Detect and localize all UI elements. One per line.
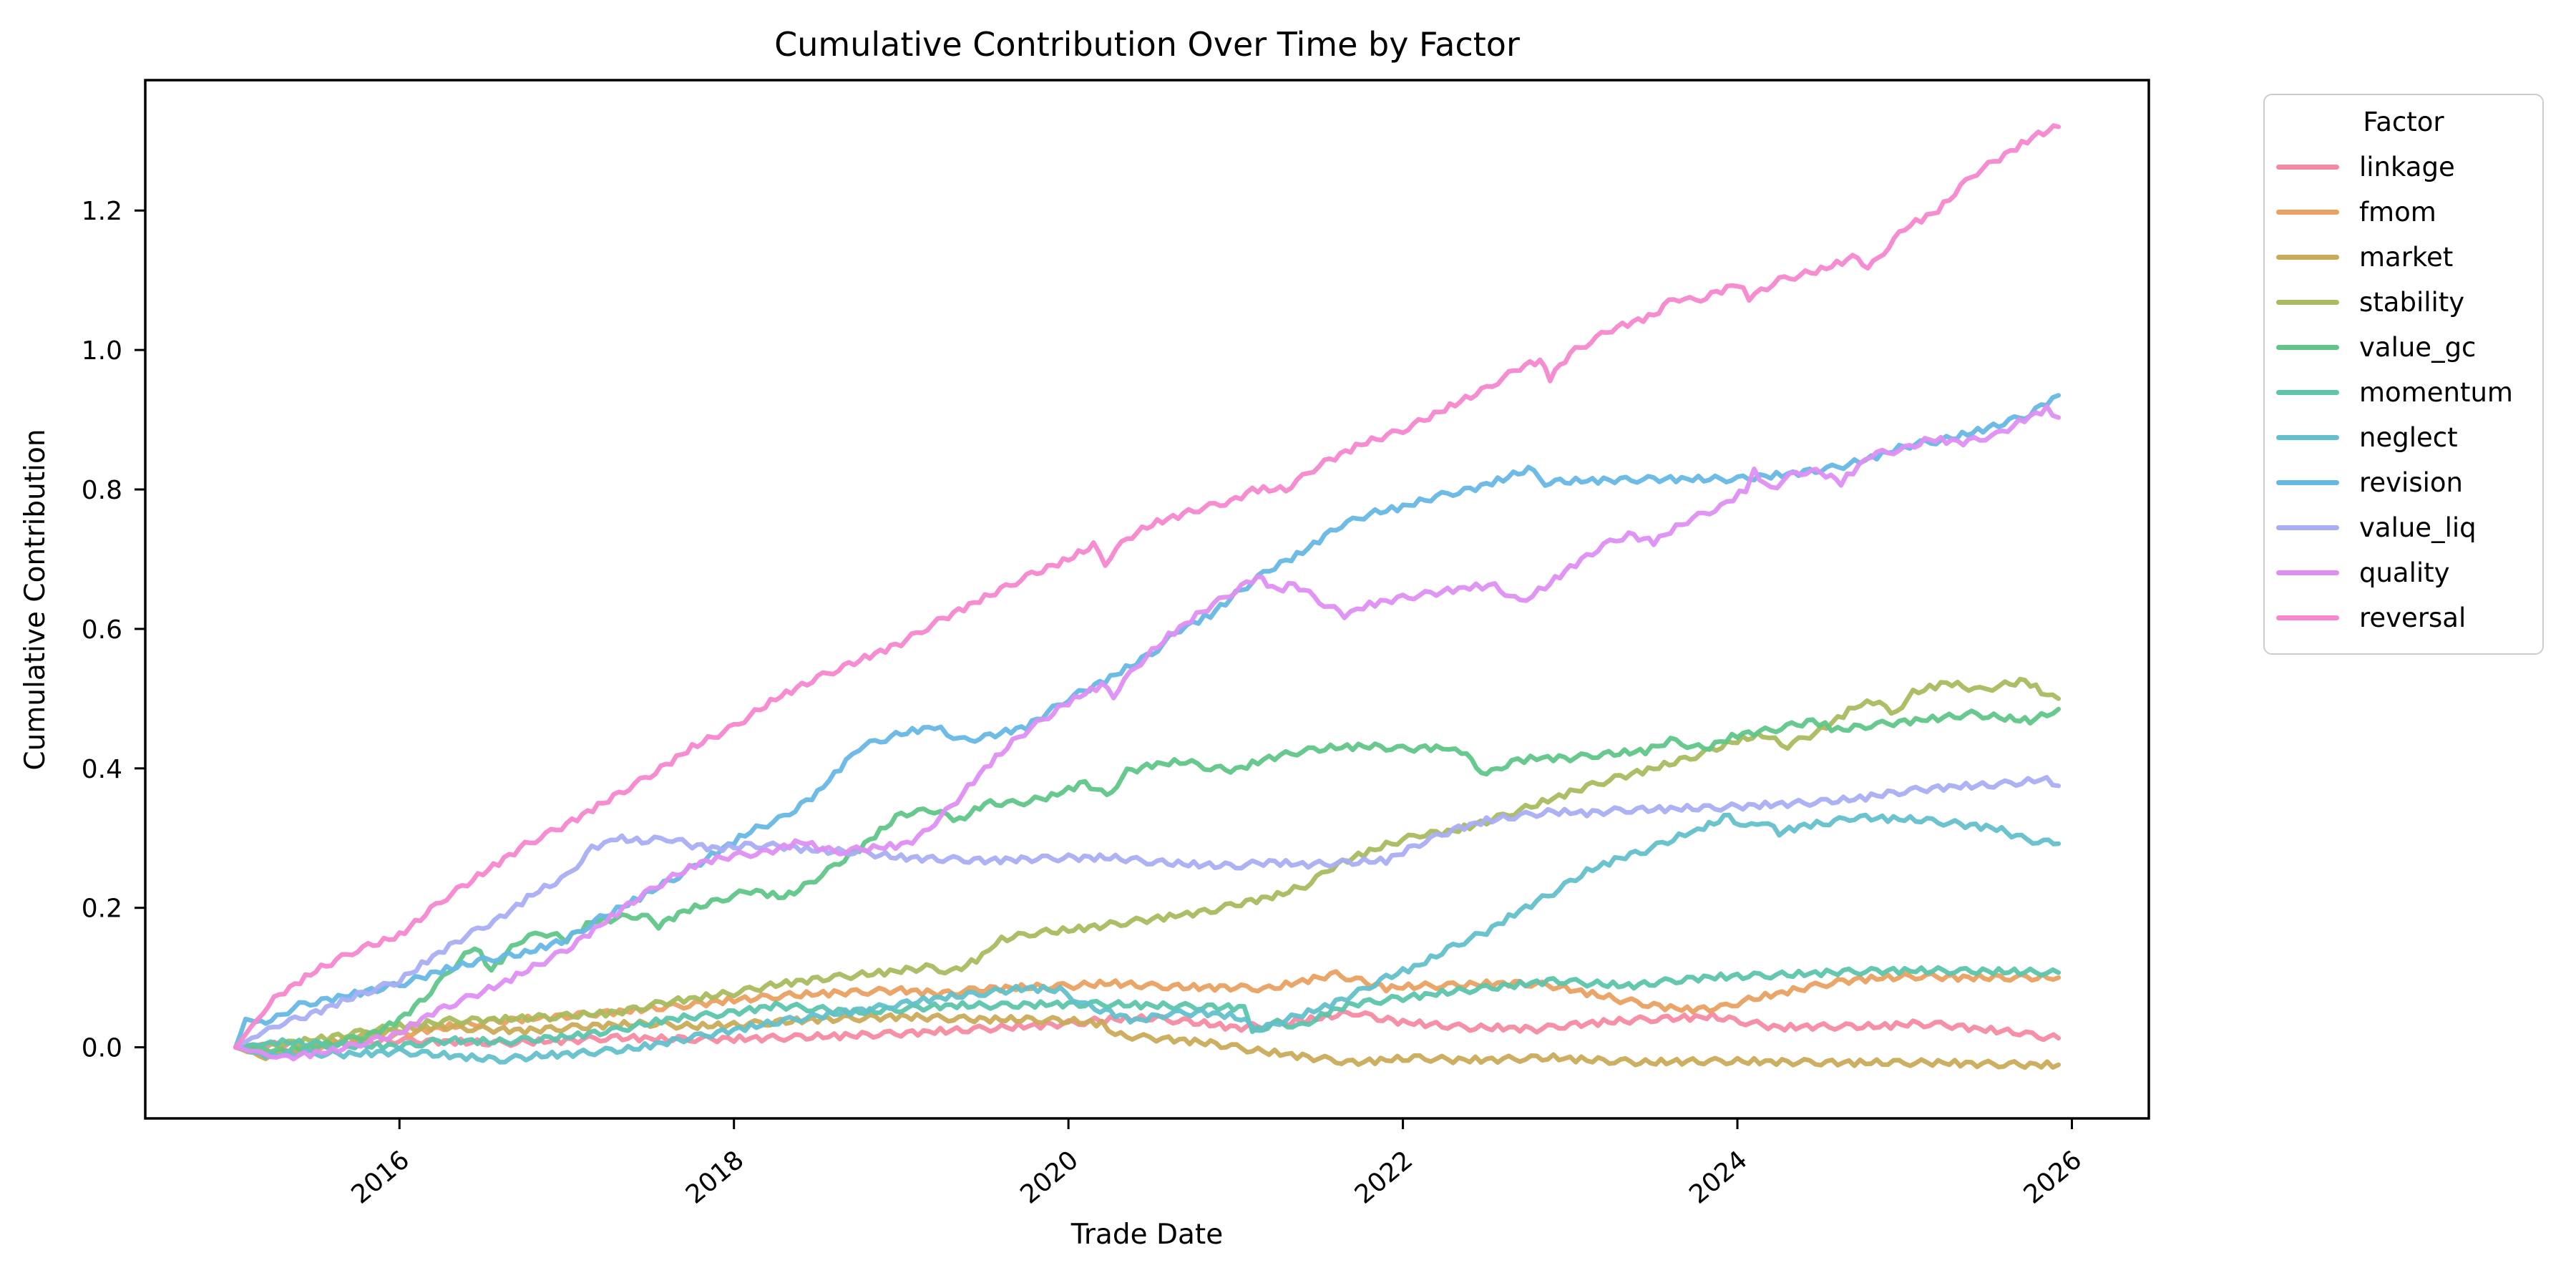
legend-item-fmom: fmom (2265, 190, 2542, 235)
series-line-revision (233, 393, 2062, 1050)
legend-label-stability: stability (2359, 287, 2465, 318)
series-line-value_liq (233, 775, 2062, 1050)
y-axis-ticks: 0.0 0.2 0.4 0.6 0.8 1.0 1.2 (82, 197, 145, 1063)
legend-swatch-stability-icon (2276, 300, 2339, 305)
legend-item-value_gc: value_gc (2265, 325, 2542, 370)
legend-label-reversal: reversal (2359, 602, 2467, 633)
legend-label-market: market (2359, 242, 2454, 273)
x-tick-label: 2022 (1350, 1145, 1419, 1209)
series-line-quality (233, 404, 2062, 1062)
legend-swatch-reversal-icon (2276, 615, 2339, 620)
legend-label-linkage: linkage (2359, 152, 2455, 182)
y-tick-label: 1.0 (82, 336, 122, 366)
series-line-reversal (233, 123, 2062, 1050)
y-tick-label: 0.6 (82, 615, 122, 645)
y-axis-label: Cumulative Contribution (19, 429, 52, 770)
legend-swatch-neglect-icon (2276, 435, 2339, 440)
y-tick-label: 0.2 (82, 894, 122, 924)
legend-swatch-momentum-icon (2276, 390, 2339, 395)
legend-item-market: market (2265, 235, 2542, 280)
legend-label-momentum: momentum (2359, 377, 2513, 408)
axes-frame (144, 79, 2150, 1120)
legend-item-reversal: reversal (2265, 595, 2542, 640)
legend-item-revision: revision (2265, 460, 2542, 505)
x-tick-label: 2024 (1684, 1145, 1753, 1209)
x-tick-label: 2026 (2019, 1145, 2088, 1209)
legend-label-value_liq: value_liq (2359, 512, 2477, 543)
legend-item-momentum: momentum (2265, 370, 2542, 415)
y-tick-label: 0.8 (82, 476, 122, 505)
legend-swatch-linkage-icon (2276, 165, 2339, 170)
x-tick-label: 2018 (680, 1145, 750, 1209)
x-tick-label: 2020 (1015, 1145, 1084, 1209)
legend-label-revision: revision (2359, 467, 2463, 498)
legend-item-stability: stability (2265, 280, 2542, 325)
x-axis-label: Trade Date (1070, 1219, 1223, 1251)
legend-label-value_gc: value_gc (2359, 332, 2477, 363)
series-line-momentum (233, 965, 2062, 1052)
plot-lines (233, 123, 2062, 1070)
x-tick-label: 2016 (346, 1145, 416, 1209)
series-line-stability (233, 676, 2062, 1050)
x-axis-ticks: 2016 2018 2020 2022 2024 2026 (346, 1118, 2088, 1210)
legend-label-neglect: neglect (2359, 422, 2458, 453)
series-line-neglect (233, 812, 2062, 1065)
legend-item-quality: quality (2265, 550, 2542, 595)
series-line-value_gc (233, 706, 2062, 1055)
legend-label-fmom: fmom (2359, 197, 2436, 228)
y-tick-label: 0.4 (82, 755, 122, 784)
legend-item-neglect: neglect (2265, 415, 2542, 460)
legend-item-value_liq: value_liq (2265, 505, 2542, 550)
y-tick-label: 0.0 (82, 1034, 122, 1063)
legend-swatch-value_liq-icon (2276, 525, 2339, 530)
legend-title: Factor (2363, 107, 2444, 137)
legend-swatch-market-icon (2276, 255, 2339, 260)
legend-swatch-quality-icon (2276, 570, 2339, 575)
legend-swatch-revision-icon (2276, 480, 2339, 485)
y-tick-label: 1.2 (82, 197, 122, 226)
legend-swatch-value_gc-icon (2276, 345, 2339, 350)
legend-label-quality: quality (2359, 557, 2450, 588)
legend: Factor linkage fmom market stability value_g… (2263, 94, 2544, 655)
chart-title: Cumulative Contribution Over Time by Fac… (774, 25, 1520, 64)
series-line-market (233, 1012, 2062, 1070)
legend-item-linkage: linkage (2265, 145, 2542, 190)
legend-swatch-fmom-icon (2276, 210, 2339, 215)
